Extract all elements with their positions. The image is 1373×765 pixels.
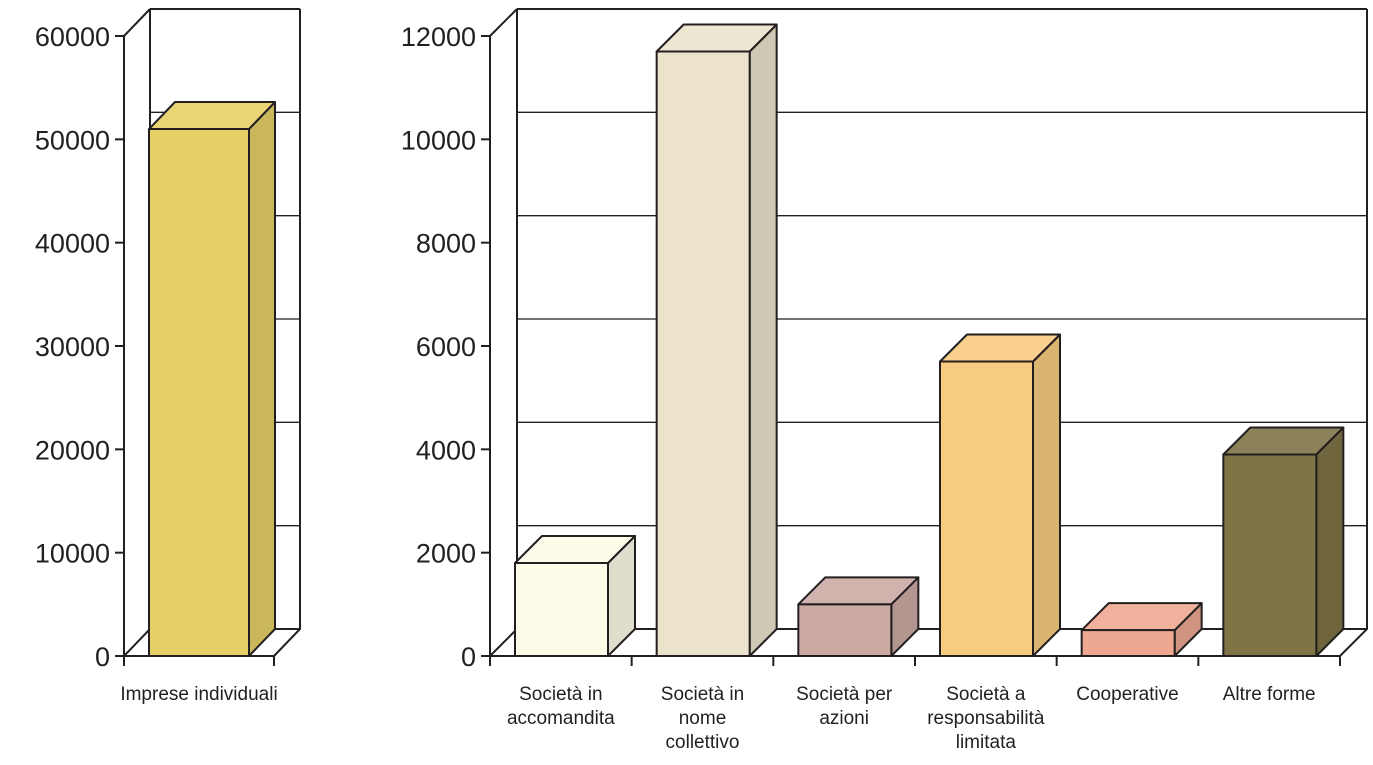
y-tick-label: 60000 xyxy=(35,22,110,52)
bar-front xyxy=(1222,453,1318,657)
x-category-label: Società per xyxy=(796,684,893,705)
bar xyxy=(148,101,276,657)
x-category-label: Società a xyxy=(946,684,1026,705)
y-tick-label: 10000 xyxy=(401,125,476,155)
bar-side xyxy=(1032,333,1061,657)
bar-front xyxy=(1080,629,1176,658)
x-category-label: responsabilità xyxy=(927,708,1045,729)
bar-front xyxy=(939,360,1034,657)
x-category-label: accomandita xyxy=(507,708,615,729)
bar xyxy=(1080,602,1203,658)
bar-front xyxy=(148,128,250,657)
y-tick-label: 2000 xyxy=(416,539,476,569)
x-category-label: limitata xyxy=(956,732,1017,753)
x-category-label: Altre forme xyxy=(1223,684,1316,705)
axis-top-connector xyxy=(489,8,518,37)
x-category-label: Cooperative xyxy=(1076,684,1178,705)
bar xyxy=(514,535,636,657)
y-tick-label: 20000 xyxy=(35,435,110,465)
bar xyxy=(939,333,1061,657)
x-category-label: azioni xyxy=(819,708,869,729)
chart-societa-forme: 0 2000 4000 6000 8000 10000 12000 Società in acc… xyxy=(401,8,1368,753)
bar-side xyxy=(748,23,778,657)
y-tick-label: 0 xyxy=(461,642,476,672)
y-tick-label: 40000 xyxy=(35,229,110,259)
bar-front xyxy=(797,603,893,657)
bar xyxy=(1222,426,1345,657)
x-category-label: nome xyxy=(679,708,727,729)
bar-side xyxy=(1315,426,1345,657)
y-tick-label: 6000 xyxy=(416,332,476,362)
chart-imprese-individuali: 0 10000 20000 30000 40000 50000 60000 Imprese i… xyxy=(35,8,301,705)
x-category-label: Società in xyxy=(519,684,602,705)
y-tick-label: 8000 xyxy=(416,229,476,259)
y-tick-label: 12000 xyxy=(401,22,476,52)
x-category-label: Imprese individuali xyxy=(120,684,277,705)
y-tick-label: 30000 xyxy=(35,332,110,362)
y-tick-label: 4000 xyxy=(416,435,476,465)
y-tick-label: 50000 xyxy=(35,125,110,155)
y-tick-label: 10000 xyxy=(35,539,110,569)
x-category-label: collettivo xyxy=(666,732,740,753)
bar-side xyxy=(248,101,276,657)
bar-front xyxy=(655,50,751,657)
bar xyxy=(797,576,920,657)
bar-front xyxy=(514,562,609,657)
y-tick-label: 0 xyxy=(95,642,110,672)
axis-top-connector xyxy=(123,8,151,37)
bar xyxy=(655,23,778,657)
x-category-label: Società in xyxy=(661,684,744,705)
